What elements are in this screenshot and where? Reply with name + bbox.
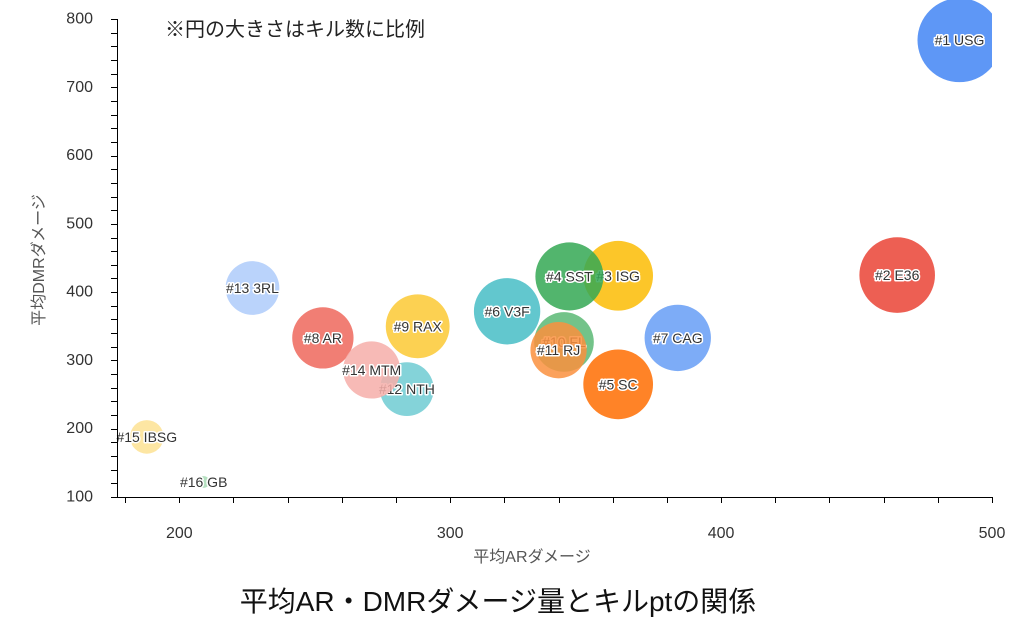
bubble (225, 261, 280, 315)
bubble-group: #1 USG (917, 0, 992, 83)
bubble (385, 294, 450, 359)
bubble-group: #13 3RL (224, 261, 281, 315)
bubble-label: #6 V3F (485, 303, 530, 319)
bubble-group: #6 V3F (473, 278, 541, 345)
bubble-label: #14 MTM (342, 362, 401, 378)
bubble (473, 278, 541, 345)
bubble-layer: #1 USG #2 E36 #3 ISG#4 SST #5 SC #6 V3F #7 CA… (115, 0, 992, 491)
y-tick-label: 200 (66, 420, 93, 437)
bubble (859, 237, 935, 313)
y-tick-label: 800 (66, 11, 93, 28)
bubble-label: #2 E36 (875, 267, 920, 283)
bubble-group: #8 AR (292, 307, 354, 369)
bubble (644, 304, 711, 372)
x-tick-label: 400 (708, 525, 735, 542)
x-axis-title: 平均ARダメージ (473, 548, 590, 566)
bubble-label: #13 3RL (226, 280, 279, 296)
bubble-label: #5 SC (599, 376, 638, 392)
y-tick-label: 400 (66, 284, 93, 301)
y-tick-label: 600 (66, 147, 93, 164)
bubble (197, 476, 210, 488)
bubble (530, 322, 587, 379)
size-note: ※円の大きさはキル数に比例 (165, 18, 425, 41)
bubble (292, 307, 354, 369)
x-tick-label: 200 (166, 525, 193, 542)
bubble (583, 240, 654, 311)
bubble-label: #8 AR (304, 330, 342, 346)
bubble-label: #11 RJ (537, 342, 580, 358)
y-tick-label: 100 (66, 489, 93, 506)
bubble-label: #9 RAX (394, 318, 443, 334)
bubble-group: #14 MTM (341, 341, 403, 399)
bubble-group: #9 RAX (385, 294, 450, 359)
bubble (535, 242, 604, 311)
y-tick-label: 500 (66, 215, 93, 232)
chart-title: 平均AR・DMRダメージ量とキルptの関係 (240, 586, 757, 617)
bubble-label: #15 IBSG (116, 429, 177, 445)
bubble-group: #16 GB (178, 472, 228, 491)
y-tick-label: 700 (66, 79, 93, 96)
bubble-group: #11 RJ (530, 322, 587, 379)
bubble-group: #4 SST (535, 242, 604, 311)
bubble-group: #7 CAG (644, 304, 711, 372)
bubble (917, 0, 992, 83)
bubble (343, 341, 401, 399)
bubble-group: #3 ISG (583, 240, 654, 311)
bubble-group: #5 SC (583, 349, 654, 420)
x-tick-label: 300 (437, 525, 464, 542)
bubble (129, 420, 164, 454)
bubble-label: #1 USG (935, 32, 985, 48)
bubble-group: #2 E36 (859, 237, 935, 313)
y-axis-title: 平均DMRダメージ (30, 194, 48, 326)
x-tick-label: 500 (979, 525, 1006, 542)
bubble-group: #15 IBSG (115, 420, 179, 454)
bubble (583, 349, 654, 420)
bubble-label: #3 ISG (596, 268, 640, 284)
bubble-label: #16 GB (180, 474, 227, 490)
bubble-label: #4 SST (546, 268, 593, 284)
y-tick-label: 300 (66, 352, 93, 369)
axes: 200 300 400 500 100 200 300 400 500 600 700 800 (66, 11, 1005, 543)
bubble-label: #7 CAG (653, 330, 703, 346)
